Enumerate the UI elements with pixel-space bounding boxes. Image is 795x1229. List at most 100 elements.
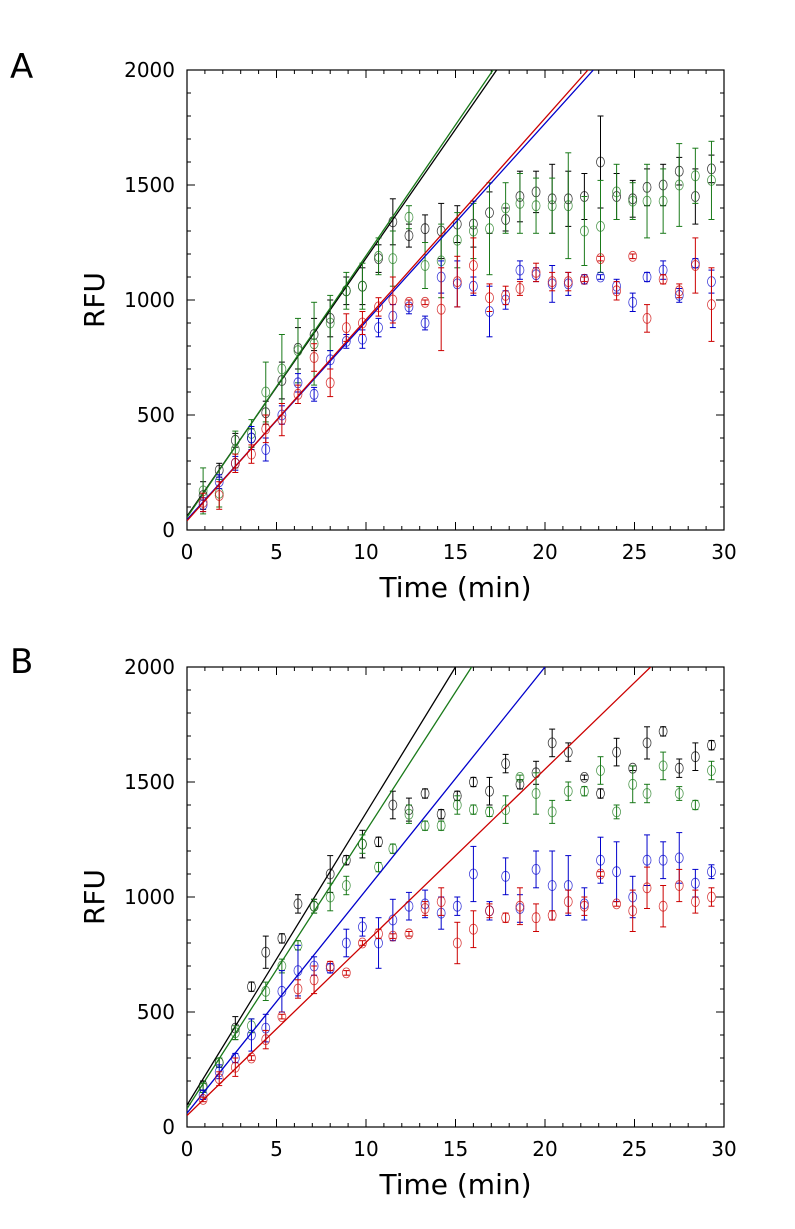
y-axis-label: RFU [78, 869, 111, 925]
data-point [374, 250, 383, 262]
data-point [261, 985, 271, 997]
data-point [547, 737, 557, 749]
data-point [404, 928, 414, 940]
data-point [612, 285, 621, 297]
y-tick-label: 0 [162, 518, 175, 542]
data-point [547, 806, 557, 818]
chart-panel-a: A 0 5 10 15 20 25 30 0 500 1000 1500 2000 Time (min) R… [10, 47, 737, 604]
data-point [485, 806, 494, 818]
data-point [293, 965, 303, 976]
data-point [261, 1034, 271, 1045]
data-point [547, 880, 557, 891]
data-point [658, 854, 668, 866]
data-point [293, 898, 303, 910]
data-point [501, 758, 511, 769]
data-point [420, 223, 430, 235]
data-point [468, 804, 478, 815]
data-point [690, 260, 700, 271]
x-tick-label: 0 [181, 540, 194, 564]
data-point [642, 854, 652, 866]
data-point [596, 868, 605, 880]
data-point [515, 772, 525, 783]
data-point [612, 866, 621, 878]
data-point [612, 806, 621, 818]
data-point [707, 174, 716, 186]
data-point [501, 804, 511, 815]
data-point [358, 838, 367, 850]
x-tick-label: 10 [353, 1137, 378, 1161]
series-red [187, 667, 716, 1116]
data-point [658, 195, 668, 207]
x-tick-label: 15 [443, 540, 468, 564]
data-point [658, 900, 668, 912]
x-tick-label: 30 [711, 540, 736, 564]
data-point [388, 253, 398, 265]
fit-line-red [187, 70, 589, 522]
x-axis-label: Time (min) [378, 1168, 531, 1201]
data-point [707, 866, 716, 878]
data-point [341, 285, 351, 297]
data-point [420, 296, 430, 308]
data-point [579, 273, 589, 285]
data-point [325, 354, 335, 366]
data-point [690, 170, 700, 182]
data-point [325, 377, 335, 389]
data-point [658, 273, 668, 285]
x-axis-label: Time (min) [378, 571, 531, 604]
data-point [309, 974, 319, 986]
data-point [642, 195, 652, 207]
data-point [531, 912, 541, 924]
data-point [707, 739, 716, 751]
data-point [596, 854, 605, 866]
y-tick-label: 1500 [124, 173, 175, 197]
data-point [293, 983, 303, 995]
data-point [468, 225, 478, 237]
data-point [628, 195, 638, 207]
data-point [515, 197, 525, 209]
data-point [628, 778, 638, 790]
data-point [452, 234, 462, 246]
data-point [341, 322, 351, 334]
data-point [404, 808, 414, 820]
data-point [420, 903, 430, 914]
series-black [187, 70, 716, 517]
data-point [277, 363, 287, 375]
fit-line-green [187, 70, 494, 518]
panel-label: A [10, 47, 33, 87]
x-tick-label: 5 [270, 540, 283, 564]
data-point [452, 937, 462, 949]
data-point [436, 896, 446, 907]
data-point [230, 457, 240, 469]
x-tick-label: 15 [443, 1137, 468, 1161]
data-point [642, 737, 652, 749]
data-point [596, 788, 605, 799]
data-point [247, 1052, 256, 1064]
data-point [247, 1029, 256, 1041]
data-point [388, 294, 398, 306]
data-point [612, 186, 621, 198]
data-point [485, 292, 494, 304]
data-point [642, 788, 652, 799]
data-point [420, 820, 430, 832]
series-green [187, 667, 716, 1109]
data-layer [187, 667, 716, 1116]
data-point [628, 905, 638, 917]
y-axis-label: RFU [78, 272, 111, 328]
data-point [277, 933, 287, 944]
data-point [341, 880, 351, 891]
y-tick-label: 2000 [124, 655, 175, 679]
data-point [515, 264, 525, 276]
data-point [628, 296, 638, 308]
data-point [531, 788, 541, 799]
data-point [214, 490, 224, 501]
x-tick-label: 25 [622, 540, 647, 564]
data-point [579, 785, 589, 797]
data-point [612, 898, 621, 910]
data-point [230, 1061, 240, 1073]
data-point [420, 788, 430, 799]
y-tick-label: 1000 [124, 885, 175, 909]
data-point [674, 179, 684, 191]
data-point [531, 200, 541, 212]
y-tick-label: 500 [137, 1000, 175, 1024]
